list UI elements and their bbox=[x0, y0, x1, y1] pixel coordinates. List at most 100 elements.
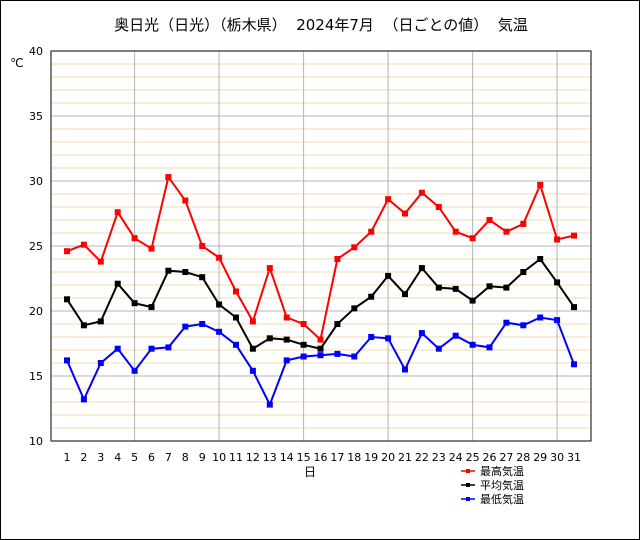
data-point bbox=[503, 228, 510, 235]
data-point bbox=[283, 357, 290, 364]
y-tick-label: 35 bbox=[29, 110, 43, 123]
data-point bbox=[216, 328, 223, 335]
data-point bbox=[266, 265, 273, 272]
legend-marker bbox=[466, 483, 470, 487]
data-point bbox=[554, 317, 561, 324]
x-tick-label: 11 bbox=[229, 451, 243, 464]
data-point bbox=[199, 274, 206, 281]
series-layer bbox=[64, 174, 577, 408]
x-tick-label: 16 bbox=[314, 451, 328, 464]
data-point bbox=[435, 345, 442, 352]
data-point bbox=[385, 196, 392, 203]
x-tick-label: 10 bbox=[212, 451, 226, 464]
x-tick-label: 28 bbox=[516, 451, 530, 464]
data-point bbox=[334, 321, 341, 327]
data-point bbox=[469, 341, 476, 348]
data-point bbox=[283, 336, 290, 343]
data-point bbox=[452, 228, 459, 235]
data-point bbox=[554, 279, 561, 286]
data-point bbox=[148, 245, 155, 252]
legend-label: 最低気温 bbox=[480, 492, 524, 506]
x-tick-label: 24 bbox=[449, 451, 463, 464]
x-tick-label: 3 bbox=[97, 451, 104, 464]
x-axis-label: 日 bbox=[304, 465, 316, 479]
data-point bbox=[520, 322, 527, 329]
y-axis-label: ℃ bbox=[10, 56, 23, 70]
data-point bbox=[233, 314, 239, 321]
data-point bbox=[334, 350, 341, 357]
data-point bbox=[469, 235, 476, 242]
data-point bbox=[418, 189, 425, 196]
data-point bbox=[233, 341, 239, 348]
data-point bbox=[97, 258, 104, 265]
data-point bbox=[114, 280, 121, 287]
data-point bbox=[486, 283, 493, 290]
data-point bbox=[300, 321, 307, 327]
data-point bbox=[300, 353, 307, 360]
x-tick-label: 27 bbox=[499, 451, 513, 464]
data-point bbox=[317, 352, 324, 359]
y-tick-label: 10 bbox=[29, 435, 43, 448]
data-point bbox=[283, 314, 290, 321]
legend-marker bbox=[466, 469, 470, 473]
data-point bbox=[402, 210, 408, 217]
data-point bbox=[182, 197, 189, 204]
data-point bbox=[334, 256, 341, 262]
data-point bbox=[97, 318, 104, 325]
data-point bbox=[165, 344, 172, 351]
data-point bbox=[368, 334, 375, 340]
data-point bbox=[64, 248, 70, 255]
data-point bbox=[554, 236, 561, 243]
data-point bbox=[148, 345, 155, 352]
legend-label: 最高気温 bbox=[480, 464, 524, 478]
data-point bbox=[64, 357, 70, 364]
chart-title: 奥日光（日光）（栃木県） 2024年7月 （日ごとの値） 気温 bbox=[114, 16, 528, 34]
x-tick-label: 20 bbox=[381, 451, 395, 464]
data-point bbox=[199, 321, 206, 327]
data-point bbox=[131, 367, 138, 374]
data-point bbox=[317, 336, 324, 343]
data-point bbox=[351, 244, 358, 251]
data-point bbox=[165, 267, 172, 274]
x-tick-label: 30 bbox=[550, 451, 564, 464]
data-point bbox=[435, 284, 442, 291]
x-tick-label: 22 bbox=[415, 451, 429, 464]
data-point bbox=[249, 318, 256, 325]
data-point bbox=[80, 396, 87, 403]
data-point bbox=[114, 209, 121, 216]
data-point bbox=[571, 361, 577, 368]
data-point bbox=[249, 367, 256, 374]
data-point bbox=[368, 293, 375, 300]
data-point bbox=[520, 269, 527, 275]
data-point bbox=[182, 323, 189, 330]
x-tick-label: 25 bbox=[466, 451, 480, 464]
data-point bbox=[351, 305, 358, 312]
legend-label: 平均気温 bbox=[480, 478, 524, 492]
x-tick-label: 9 bbox=[199, 451, 206, 464]
data-point bbox=[131, 300, 138, 307]
x-tick-label: 2 bbox=[80, 451, 87, 464]
y-tick-label: 30 bbox=[29, 175, 43, 188]
y-tick-label: 20 bbox=[29, 305, 43, 318]
data-point bbox=[452, 285, 459, 292]
data-point bbox=[469, 297, 476, 304]
x-tick-label: 5 bbox=[131, 451, 138, 464]
data-point bbox=[165, 174, 172, 181]
data-point bbox=[385, 335, 392, 342]
y-tick-label: 25 bbox=[29, 240, 43, 253]
x-tick-label: 26 bbox=[483, 451, 497, 464]
data-point bbox=[317, 345, 324, 352]
data-point bbox=[402, 291, 408, 298]
data-point bbox=[435, 204, 442, 210]
data-point bbox=[520, 220, 527, 227]
data-point bbox=[249, 345, 256, 352]
x-tick-label: 29 bbox=[533, 451, 547, 464]
plot-border bbox=[50, 50, 592, 442]
x-tick-label: 18 bbox=[347, 451, 361, 464]
x-tick-label: 6 bbox=[148, 451, 155, 464]
x-tick-label: 17 bbox=[330, 451, 344, 464]
x-tick-label: 1 bbox=[64, 451, 71, 464]
x-tick-label: 21 bbox=[398, 451, 412, 464]
data-point bbox=[418, 330, 425, 337]
